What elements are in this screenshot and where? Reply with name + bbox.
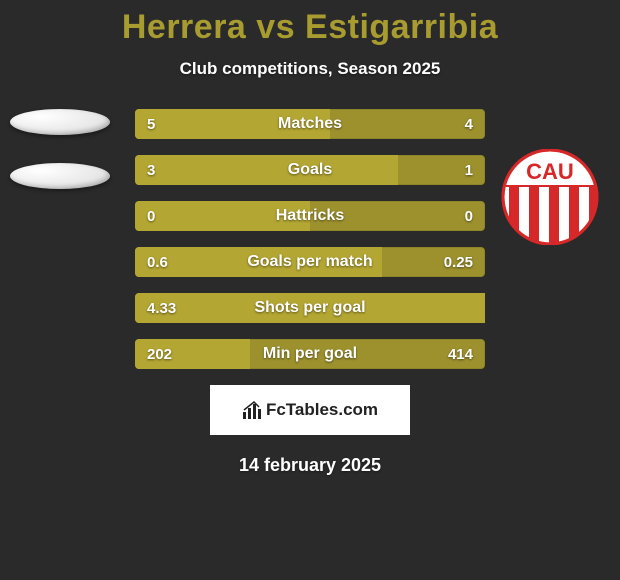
- chart-area: CAU 5Matches4 3Goals1 0Hattricks0 0.6Goals …: [0, 109, 620, 369]
- stat-value-left: 202: [147, 339, 172, 369]
- stat-row: 3Goals1: [135, 155, 485, 185]
- stat-row: 0Hattricks0: [135, 201, 485, 231]
- stat-value-left: 5: [147, 109, 155, 139]
- player-left-badge: [10, 109, 110, 217]
- stat-value-right: 1: [465, 155, 473, 185]
- stat-value-left: 0.6: [147, 247, 168, 277]
- ellipse-icon: [10, 109, 110, 135]
- fctables-logo: FcTables.com: [210, 385, 410, 435]
- comparison-subtitle: Club competitions, Season 2025: [0, 59, 620, 79]
- stat-value-right: 0.25: [444, 247, 473, 277]
- stat-value-right: 0: [465, 201, 473, 231]
- stat-row: 202Min per goal414: [135, 339, 485, 369]
- shield-letters: CAU: [526, 159, 574, 184]
- comparison-title: Herrera vs Estigarribia: [0, 0, 620, 47]
- ellipse-icon: [10, 163, 110, 189]
- bar-fill-left: [135, 201, 310, 231]
- chart-icon: [242, 400, 262, 420]
- stat-row: 4.33Shots per goal: [135, 293, 485, 323]
- stat-row: 5Matches4: [135, 109, 485, 139]
- stat-value-right: 414: [448, 339, 473, 369]
- bar-fill-left: [135, 109, 330, 139]
- logo-text: FcTables.com: [266, 400, 378, 420]
- stat-value-left: 3: [147, 155, 155, 185]
- comparison-date: 14 february 2025: [0, 455, 620, 476]
- stat-value-right: 4: [465, 109, 473, 139]
- stat-value-left: 0: [147, 201, 155, 231]
- comparison-bars: 5Matches4 3Goals1 0Hattricks0 0.6Goals per …: [135, 109, 485, 369]
- bar-fill-left: [135, 155, 398, 185]
- club-shield-icon: CAU: [500, 149, 600, 245]
- bar-fill-left: [135, 247, 382, 277]
- stat-value-left: 4.33: [147, 293, 176, 323]
- bar-fill-left: [135, 293, 485, 323]
- stat-row: 0.6Goals per match0.25: [135, 247, 485, 277]
- player-right-badge: CAU: [500, 149, 600, 245]
